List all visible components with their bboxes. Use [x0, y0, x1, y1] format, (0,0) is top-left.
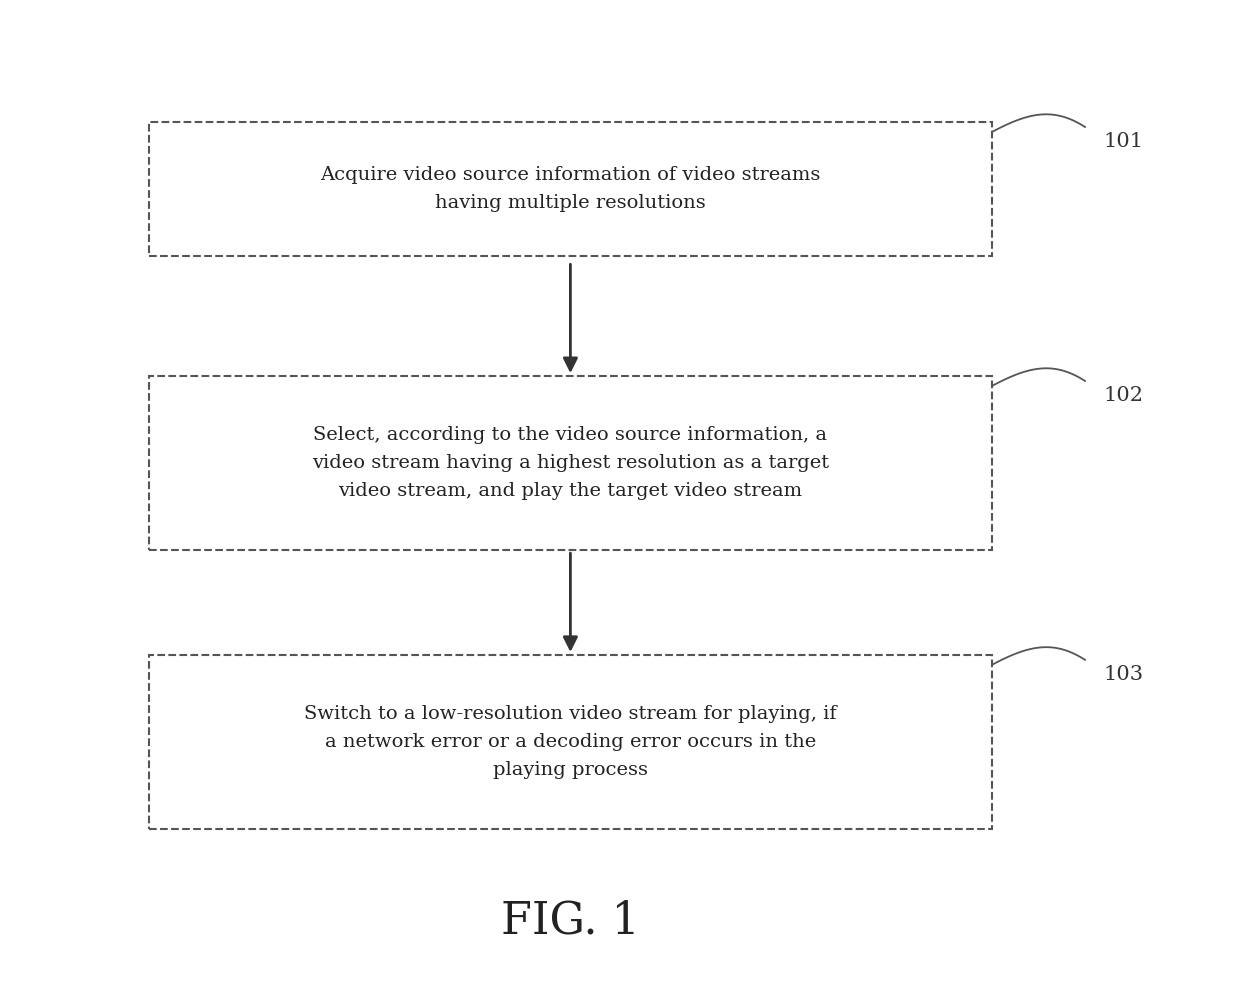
Text: 101: 101: [1104, 131, 1143, 151]
Text: Switch to a low-resolution video stream for playing, if
a network error or a dec: Switch to a low-resolution video stream …: [304, 705, 837, 779]
Text: Select, according to the video source information, a
video stream having a highe: Select, according to the video source in…: [311, 426, 830, 500]
Text: Acquire video source information of video streams
having multiple resolutions: Acquire video source information of vide…: [320, 166, 821, 212]
Bar: [149, 375, 992, 550]
Text: FIG. 1: FIG. 1: [501, 899, 640, 943]
Bar: [149, 655, 992, 829]
Text: 102: 102: [1104, 385, 1143, 405]
Bar: [149, 122, 992, 256]
Text: 103: 103: [1104, 665, 1143, 684]
